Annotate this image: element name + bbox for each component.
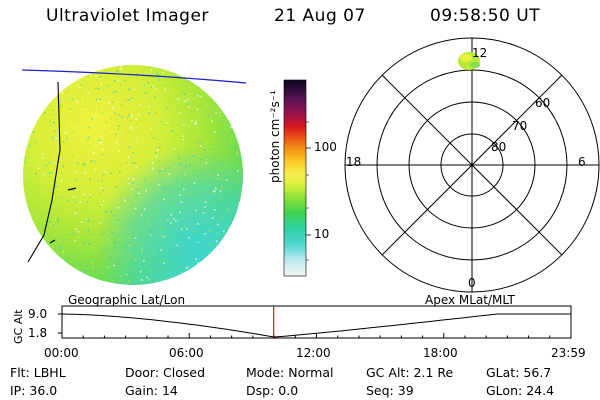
timeline-plot: [58, 305, 572, 339]
timeline-ytick-hi: 9.0: [28, 307, 48, 321]
info-flt: Flt: LBHL: [10, 365, 66, 380]
time-label: 09:58:50 UT: [430, 6, 541, 26]
timeline-xtick-1: 06:00: [169, 346, 204, 360]
timeline-ytick-lo: 1.8: [28, 326, 48, 340]
info-seq: Seq: 39: [366, 383, 414, 398]
latlon-line: [21, 69, 247, 84]
colorbar-tick-100: 100: [314, 140, 337, 154]
polar-ring-70: 70: [512, 119, 528, 133]
info-ip: IP: 36.0: [10, 383, 58, 398]
info-dsp: Dsp: 0.0: [246, 383, 299, 398]
polar-label-6: 6: [578, 155, 586, 169]
earth-image: [23, 65, 243, 285]
timeline-ylabel: GC Alt: [12, 309, 25, 344]
terminator-line: [27, 81, 61, 263]
info-glat: GLat: 56.7: [486, 365, 552, 380]
polar-label-12: 12: [472, 46, 488, 60]
polar-ring-60: 60: [535, 96, 551, 110]
info-mode: Mode: Normal: [246, 365, 334, 380]
coast-mark: [67, 187, 77, 191]
colorbar-unit-label: photon cm⁻²s⁻¹: [268, 90, 282, 183]
timeline-xtick-4: 23:59: [551, 346, 586, 360]
timeline-xtick-2: 12:00: [296, 346, 331, 360]
timeline-right-label: Apex MLat/MLT: [425, 293, 515, 307]
date-label: 21 Aug 07: [274, 6, 366, 26]
info-gain: Gain: 14: [125, 383, 178, 398]
timeline-left-label: Geographic Lat/Lon: [68, 293, 186, 307]
colorbar-tick-10: 10: [314, 227, 330, 241]
timeline-xtick-0: 00:00: [44, 346, 79, 360]
info-gcalt: GC Alt: 2.1 Re: [366, 365, 454, 380]
polar-label-0: 0: [468, 276, 476, 290]
polar-plot: [344, 37, 600, 293]
info-glon: GLon: 24.4: [486, 383, 555, 398]
polar-ring-80: 80: [491, 140, 507, 154]
timeline-xtick-3: 18:00: [423, 346, 458, 360]
window-title: Ultraviolet Imager: [46, 6, 209, 26]
polar-label-18: 18: [346, 155, 362, 169]
coast-mark-2: [49, 239, 56, 244]
colorbar: [283, 79, 307, 277]
info-door: Door: Closed: [125, 365, 206, 380]
